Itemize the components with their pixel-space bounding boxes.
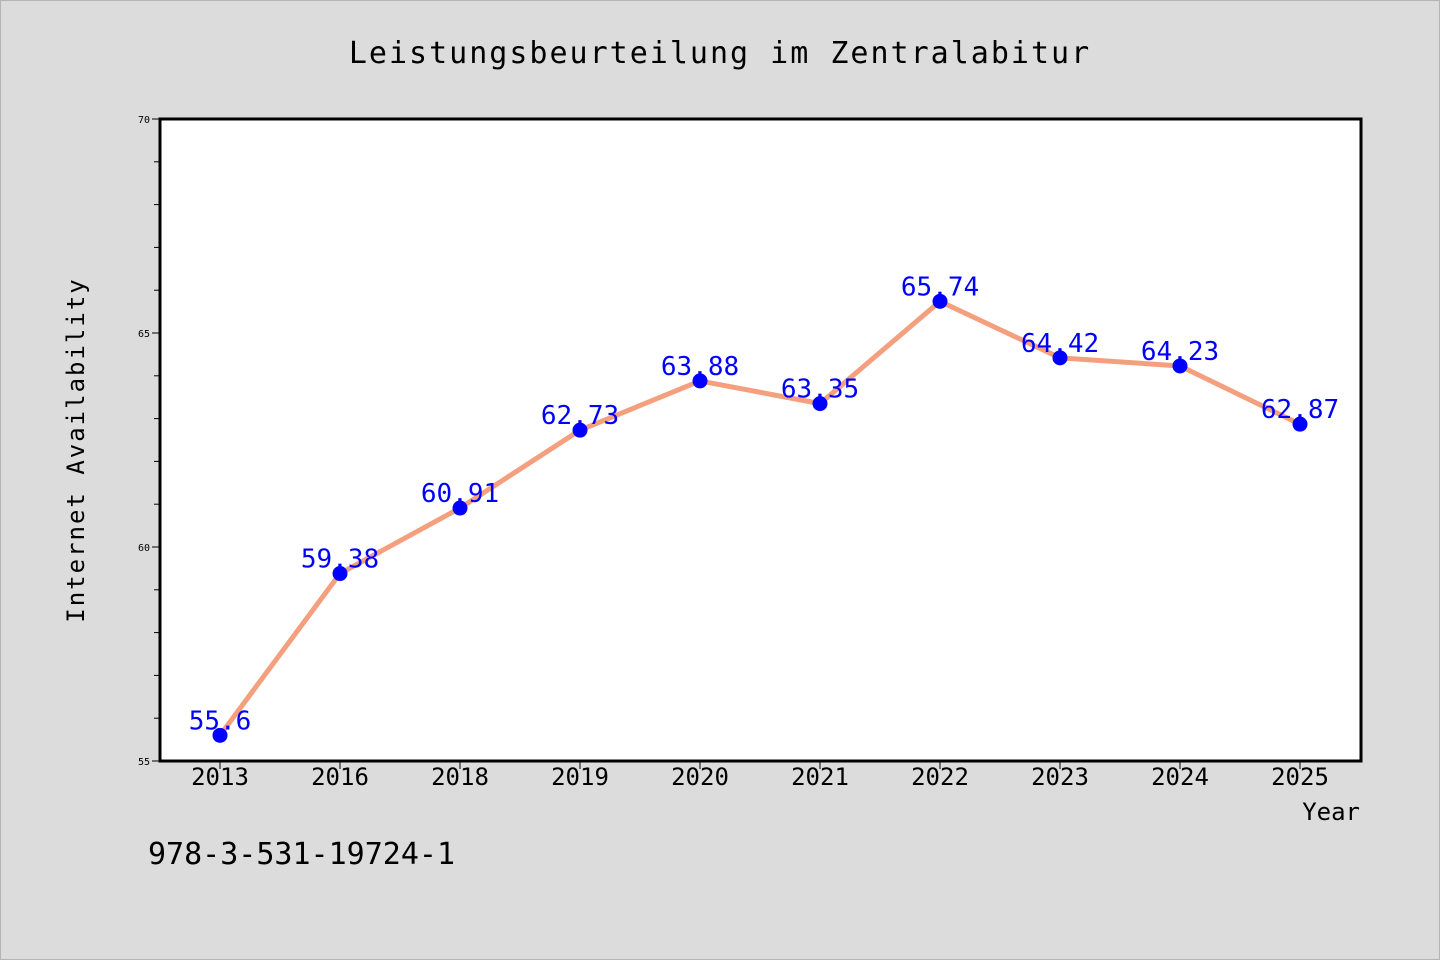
data-point [1052, 350, 1068, 366]
data-point [572, 422, 588, 438]
x-tick-label: 2016 [311, 763, 369, 791]
data-label: 60.91 [421, 479, 499, 509]
data-labels: 55.6 59.38 60.91 62.73 63.88 63.35 65.74 64.42 6… [189, 272, 1339, 736]
x-tick-label: 2019 [551, 763, 609, 791]
chart-title: Leistungsbeurteilung im Zentralabitur [349, 36, 1091, 71]
footnote-isbn: 978-3-531-19724-1 [148, 837, 455, 872]
data-point [1172, 358, 1188, 374]
x-tick-label: 2025 [1271, 763, 1329, 791]
x-tick-label: 2020 [671, 763, 729, 791]
x-tick-label: 2022 [911, 763, 969, 791]
series-line [217, 298, 1302, 737]
y-tick-label: 70 [138, 115, 150, 126]
x-tick-label: 2021 [791, 763, 849, 791]
data-point [212, 727, 228, 743]
data-label: 62.87 [1261, 395, 1339, 425]
y-tick-label: 55 [138, 757, 150, 768]
data-label: 55.6 [189, 706, 252, 736]
y-tick-label: 60 [138, 543, 150, 554]
data-label: 64.42 [1021, 329, 1099, 359]
x-tick-label: 2018 [431, 763, 489, 791]
data-point [812, 396, 828, 412]
data-points [212, 293, 1308, 743]
y-axis-label: Internet Availability [62, 277, 90, 622]
x-tick-label: 2023 [1031, 763, 1089, 791]
data-label: 62.73 [541, 401, 619, 431]
x-axis: 2013 2016 2018 2019 2020 2021 2022 2023 2024 2025 [191, 761, 1329, 791]
data-point [332, 566, 348, 582]
x-tick-label: 2024 [1151, 763, 1209, 791]
data-point [1292, 416, 1308, 432]
x-tick-label: 2013 [191, 763, 249, 791]
data-label: 59.38 [301, 545, 379, 575]
data-label: 64.23 [1141, 337, 1219, 367]
data-point [452, 500, 468, 516]
y-tick-label: 65 [138, 329, 150, 340]
x-axis-label: Year [1302, 798, 1360, 826]
y-axis: 55 60 65 70 [138, 115, 160, 768]
plot-area [158, 117, 1363, 763]
data-label: 65.74 [901, 272, 979, 302]
data-label: 63.88 [661, 352, 739, 382]
data-label: 63.35 [781, 375, 859, 405]
data-point [932, 293, 948, 309]
data-point [692, 373, 708, 389]
